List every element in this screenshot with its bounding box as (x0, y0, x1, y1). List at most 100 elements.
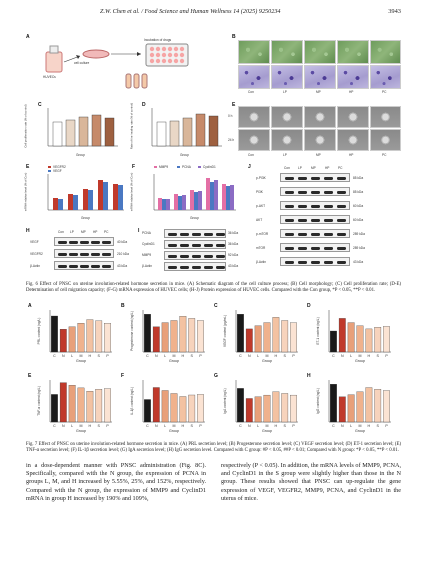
fig6-panel-mrna-vegf: E VEGFR2 VEGF mRNA relative level (% of … (23, 164, 130, 222)
blot-kda: 60 kDa (353, 218, 364, 222)
bar (197, 320, 204, 353)
body-text-left: in a dose-dependent manner with PNSC adm… (26, 462, 206, 502)
x-tick-label: H (89, 424, 92, 428)
blot-row-label: p-AKT (256, 204, 266, 208)
y-axis-label: VEGF content (pg/mL) (223, 315, 227, 347)
panel-label: D (142, 102, 146, 108)
fig7-chart: A C N L M H S P Group PRL content (ng/L) (28, 303, 112, 363)
micrograph (271, 40, 303, 64)
bar (365, 328, 373, 353)
x-tick-label: L (71, 354, 73, 358)
bar (52, 121, 63, 147)
y-axis-label: Cell proliferation rate (% of control) (23, 104, 28, 148)
bar (68, 385, 76, 423)
panel-label: F (132, 164, 136, 170)
micrograph (271, 65, 303, 89)
x-tick-label: H (368, 424, 371, 428)
bar (88, 190, 93, 210)
schematic-label-drugs: Incubation of drugs (144, 38, 172, 42)
bar (178, 196, 182, 210)
bar (77, 387, 85, 423)
fig7-chart: C C N L M H S P Group VEGF content (pg/mL) (214, 303, 298, 363)
y-axis-label: Progesterone content (ng/L) (130, 311, 134, 351)
panel-label: I (138, 228, 140, 234)
x-tick-label: M (266, 354, 269, 358)
x-tick-label: C (332, 424, 335, 428)
micrograph (271, 106, 303, 128)
x-tick-label: S (98, 424, 101, 428)
time-label: 0 h (228, 114, 233, 118)
group-label: PC (382, 90, 387, 94)
panel-label: C (38, 102, 42, 108)
x-tick-label: H (368, 354, 371, 358)
panel-label: D (307, 303, 311, 309)
blot-kda: 85 kDa (353, 190, 364, 194)
micrograph (238, 40, 270, 64)
blot-strip (280, 173, 350, 182)
blot-strip (164, 262, 226, 271)
bar (73, 195, 78, 210)
blot-kda: 60 kDa (353, 204, 364, 208)
x-tick-label: S (191, 424, 194, 428)
x-tick-label: L (350, 354, 352, 358)
x-tick-label: M (173, 424, 176, 428)
x-tick-label: H (182, 354, 185, 358)
bar (104, 117, 115, 147)
petri-dish-icon (82, 49, 110, 59)
bar (182, 195, 186, 210)
x-tick-label: C (53, 354, 56, 358)
x-tick-label: N (62, 424, 65, 428)
panel-label: A (28, 303, 32, 309)
x-tick-label: M (173, 354, 176, 358)
x-axis-label: Group (76, 359, 86, 363)
group-label: LP (283, 153, 287, 157)
x-axis-label: Group (262, 359, 272, 363)
panel-label: C (214, 303, 218, 309)
group-label: PC (382, 153, 387, 157)
x-axis-label: Group (76, 153, 85, 157)
blot-row-label: p-mTOR (256, 232, 269, 236)
bar (104, 388, 111, 423)
bar (254, 396, 262, 423)
fig6-panel-c-proliferation: C Cell proliferation rate (% of control)… (23, 102, 126, 160)
micrograph (370, 65, 401, 89)
x-tick-label: M (80, 424, 83, 428)
bar (356, 391, 364, 423)
bar (374, 327, 382, 353)
bar (188, 318, 196, 353)
micrograph (238, 106, 270, 128)
fig6-panel-j-blot: J Con LP MP HP PC p-PI3K 85 kDa PI3K 85 … (248, 164, 401, 274)
x-axis-label: Group (355, 359, 365, 363)
x-axis-label: Group (355, 429, 365, 433)
y-axis-label: ET-1 content (ng/L) (316, 317, 320, 344)
bar (174, 194, 178, 210)
blot-row-label: p-PI3K (256, 176, 266, 180)
legend-label: CyclinD1 (203, 165, 216, 169)
bar (103, 182, 108, 210)
bar (83, 189, 88, 210)
blot-kda: 85 kDa (353, 176, 364, 180)
chart-mrna-mmp9 (153, 166, 236, 211)
blot-strip (54, 249, 114, 258)
fig6: A (23, 34, 401, 274)
panel-label: E (28, 373, 32, 379)
micrograph (271, 129, 303, 151)
bar (237, 314, 244, 353)
x-tick-label: N (248, 354, 251, 358)
y-axis-label: mRNA relative level (% of Con) (23, 172, 28, 212)
y-axis-label: IL-1β content (ng/L) (130, 387, 134, 415)
bar (347, 322, 355, 353)
blot-row-label: CyclinD1 (142, 242, 155, 246)
blot-kda: 40 kDa (117, 240, 128, 244)
fig6-panel-mrna-mmp9: F MMP9 PCNA CyclinD1 mRNA relative level… (129, 164, 242, 222)
group-label: Con (58, 230, 64, 234)
y-axis-label: Rate of the healing rate (% of control) (129, 102, 134, 150)
group-label: LP (283, 90, 287, 94)
micrograph (304, 65, 336, 89)
bar (263, 322, 271, 353)
blot-kda: 43 kDa (353, 260, 364, 264)
x-tick-label: S (284, 354, 287, 358)
x-tick-label: N (248, 424, 251, 428)
bar (156, 121, 167, 147)
fig7-chart: F C N L M H S P Group IL-1β content (ng/L) (121, 373, 205, 433)
